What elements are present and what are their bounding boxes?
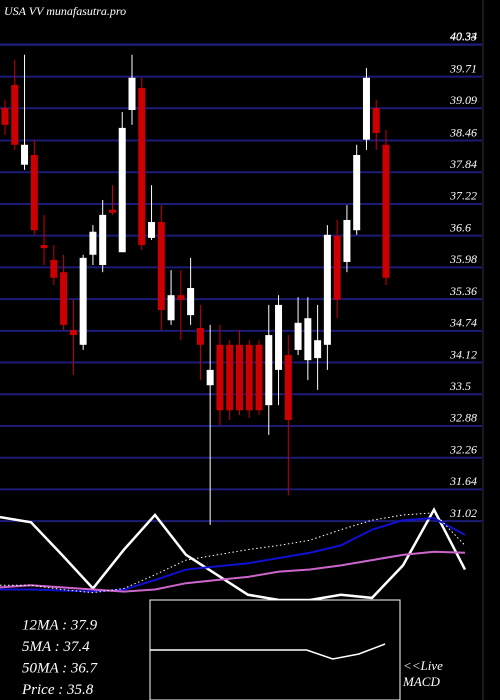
candle-body <box>128 77 136 110</box>
candle-body <box>157 222 165 311</box>
y-tick-label: 31.64 <box>449 474 477 488</box>
candle-body <box>196 327 204 345</box>
candle-body <box>138 87 146 246</box>
ma-label: 5MA : 37.4 <box>22 639 90 655</box>
ma-box <box>0 600 150 700</box>
indicator-line <box>0 517 466 593</box>
y-tick-label: 40.33 <box>450 30 477 44</box>
indicator-line <box>0 550 466 593</box>
candle-body <box>372 107 380 134</box>
candle-body <box>265 335 273 406</box>
candle-body <box>1 107 9 125</box>
candle-body <box>108 209 116 213</box>
candle-body <box>148 222 156 238</box>
candle-body <box>333 235 341 300</box>
y-tick-label: 38.46 <box>449 125 477 139</box>
candle-body <box>294 322 302 350</box>
candle-body <box>187 288 195 316</box>
candle-body <box>11 84 19 145</box>
ma-label: 12MA : 37.9 <box>22 617 98 633</box>
candle-body <box>79 257 87 345</box>
candle-body <box>60 272 68 325</box>
macd-label: <<Live <box>403 658 443 673</box>
candle-body <box>255 344 263 411</box>
candle-body <box>235 344 243 411</box>
candle-body <box>118 127 126 253</box>
candle-body <box>50 259 58 278</box>
candle-body <box>304 318 312 361</box>
y-tick-label: 39.09 <box>449 93 477 107</box>
y-tick-label: 40.34 <box>450 29 477 43</box>
candle-body <box>314 340 322 359</box>
candle-body <box>275 304 283 370</box>
y-tick-label: 34.12 <box>449 347 477 361</box>
candle-body <box>206 369 214 386</box>
candle-body <box>382 144 390 278</box>
ma-label: Price : 35.8 <box>21 682 94 698</box>
candle-body <box>99 214 107 265</box>
y-tick-label: 34.74 <box>449 316 477 330</box>
y-tick-label: 37.22 <box>449 189 477 203</box>
candle-body <box>69 329 77 336</box>
candle-body <box>21 144 29 165</box>
candle-body <box>284 355 292 421</box>
y-tick-label: 32.26 <box>449 442 477 456</box>
candle-body <box>167 295 175 321</box>
y-tick-label: 33.5 <box>449 379 471 393</box>
candle-body <box>40 245 48 249</box>
ma-label: 50MA : 36.7 <box>22 660 99 676</box>
y-tick-label: 32.88 <box>449 411 477 425</box>
macd-label: MACD <box>402 674 440 689</box>
candle-body <box>30 155 38 231</box>
macd-line <box>150 643 386 660</box>
chart-title: USA VV munafasutra.pro <box>4 4 126 18</box>
candle-body <box>216 344 224 411</box>
y-tick-label: 37.84 <box>449 157 477 171</box>
y-tick-label: 35.36 <box>449 284 477 298</box>
y-tick-label: 35.98 <box>449 252 477 266</box>
y-tick-label: 36.6 <box>449 220 471 234</box>
candle-body <box>362 77 370 140</box>
candle-body <box>177 295 185 300</box>
candle-body <box>245 344 253 411</box>
candle-body <box>89 231 97 255</box>
indicator-line <box>0 507 467 602</box>
indicator-line <box>0 512 466 594</box>
candle-body <box>323 234 331 345</box>
candle-body <box>343 219 351 262</box>
candle-body <box>353 155 361 231</box>
y-tick-label: 39.71 <box>449 61 477 75</box>
candle-body <box>226 344 234 411</box>
y-tick-label: 31.02 <box>449 506 477 520</box>
